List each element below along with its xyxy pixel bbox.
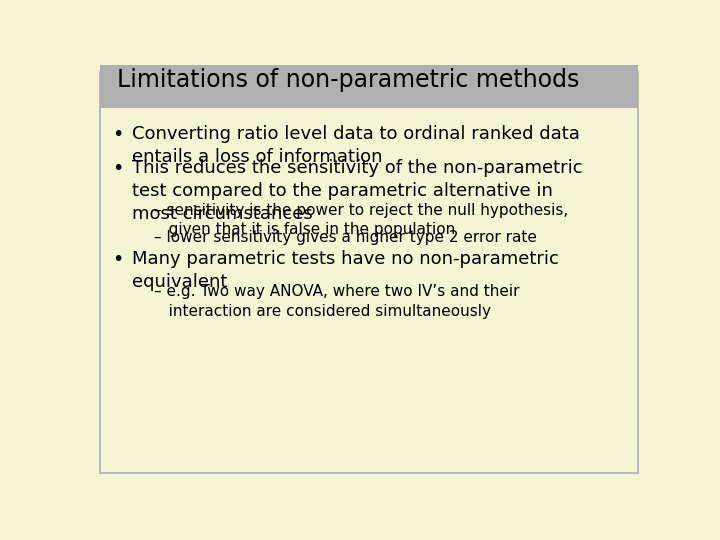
Text: This reduces the sensitivity of the non-parametric
test compared to the parametr: This reduces the sensitivity of the non-… xyxy=(132,159,582,223)
Text: •: • xyxy=(112,159,124,178)
Text: Converting ratio level data to ordinal ranked data
entails a loss of information: Converting ratio level data to ordinal r… xyxy=(132,125,580,166)
Text: •: • xyxy=(112,250,124,269)
Text: Many parametric tests have no non-parametric
equivalent: Many parametric tests have no non-parame… xyxy=(132,250,559,291)
Text: •: • xyxy=(112,125,124,144)
Text: – sensitivity is the power to reject the null hypothesis,
   given that it is fa: – sensitivity is the power to reject the… xyxy=(154,203,568,237)
Text: – e.g. Two way ANOVA, where two IV’s and their
   interaction are considered sim: – e.g. Two way ANOVA, where two IV’s and… xyxy=(154,285,520,319)
Bar xyxy=(100,52,638,109)
Text: – lower sensitivity gives a higher type 2 error rate: – lower sensitivity gives a higher type … xyxy=(154,230,537,245)
Text: Limitations of non-parametric methods: Limitations of non-parametric methods xyxy=(117,69,579,92)
